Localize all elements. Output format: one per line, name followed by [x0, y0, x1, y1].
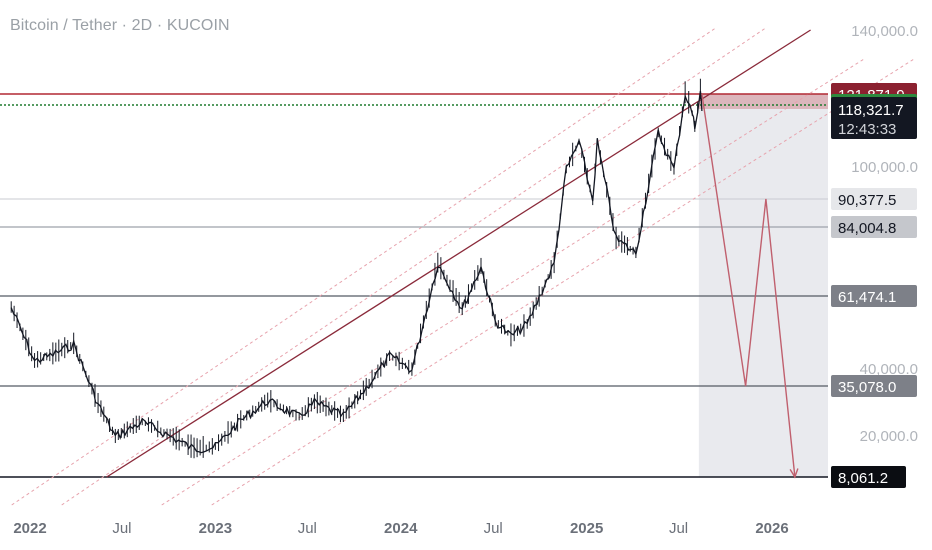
price-tag-bottom-label: 8,061.2 — [838, 470, 888, 487]
price-tag-5-bg — [831, 375, 917, 397]
x-tick-label: 2025 — [570, 520, 603, 537]
x-tick-label: 2022 — [13, 520, 46, 537]
chart-title: Bitcoin / Tether · 2D · KUCOIN — [10, 17, 230, 34]
channel-dotted-line-1 — [61, 27, 766, 506]
last-price-bg — [831, 97, 917, 139]
price-tag-2-bg — [831, 188, 917, 210]
last-price-label: 118,321.7 — [838, 102, 904, 119]
channel-main-line — [106, 29, 811, 478]
countdown-label: 12:43:33 — [838, 121, 896, 138]
projection-layer — [701, 93, 799, 479]
price-tag-4-bg — [831, 285, 917, 307]
price-tag-3-bg — [831, 216, 917, 238]
price-tag-4-label: 61,474.1 — [838, 289, 896, 306]
price-tag-4: 61,474.1 — [831, 285, 917, 307]
price-tag-3-label: 84,004.8 — [838, 220, 896, 237]
y-tick-label: 140,000.0 — [851, 23, 918, 40]
y-tick-label: 40,000.0 — [860, 361, 918, 378]
projection-arrowhead — [789, 468, 799, 479]
price-tag-3: 84,004.8 — [831, 216, 917, 238]
price-tag-bottom-bg — [831, 466, 906, 488]
x-tick-label: 2024 — [384, 520, 418, 537]
price-layer — [10, 78, 703, 459]
projection-zone — [698, 94, 828, 477]
channel-dotted-line-2 — [161, 57, 866, 506]
x-tick-label: Jul — [669, 520, 688, 537]
channel-dotted-line-3 — [211, 57, 916, 506]
x-tick-label: Jul — [112, 520, 131, 537]
price-tag-2-label: 90,377.5 — [838, 192, 896, 209]
last-price-tag: 118,321.7 12:43:33 — [831, 97, 917, 139]
price-line — [10, 90, 703, 454]
projection-path — [701, 93, 796, 478]
x-tick-label: Jul — [484, 520, 503, 537]
y-tick-label: 20,000.0 — [860, 428, 918, 445]
price-tag-5-label: 35,078.0 — [838, 379, 896, 396]
projection-zone-layer — [698, 94, 828, 477]
channel-layer — [11, 27, 916, 506]
stop-zone — [698, 94, 828, 109]
y-axis: 140,000.0100,000.040,000.020,000.0121,87… — [831, 23, 918, 488]
x-tick-label: Jul — [298, 520, 317, 537]
x-axis: 2022 Jul 2023 Jul 2024 Jul 2025 Jul 2026 — [13, 520, 788, 537]
x-tick-label: 2026 — [755, 520, 788, 537]
x-tick-label: 2023 — [199, 520, 232, 537]
price-tag-bottom: 8,061.2 — [831, 466, 906, 488]
channel-dotted-line-0 — [11, 27, 716, 506]
price-tag-2: 90,377.5 — [831, 188, 917, 210]
price-tag-5: 35,078.0 — [831, 375, 917, 397]
y-tick-label: 100,000.0 — [851, 159, 918, 176]
horizontal-lines-layer — [0, 93, 828, 478]
